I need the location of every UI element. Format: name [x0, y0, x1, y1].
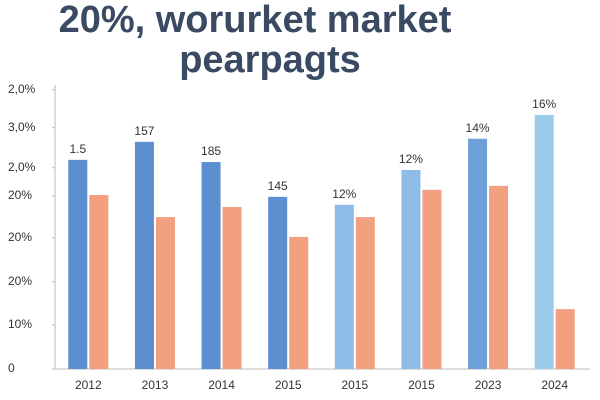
y-tick-label: 2,0% — [8, 160, 36, 174]
x-tick-label: 2023 — [475, 378, 502, 392]
bar — [489, 185, 509, 369]
y-tick-label: 10% — [8, 317, 32, 331]
y-tick-label: 2,0% — [8, 82, 36, 96]
bar-label: 1.5 — [69, 142, 86, 156]
bar — [134, 141, 154, 369]
bar — [401, 169, 421, 369]
bar — [422, 189, 442, 369]
bar-label: 12% — [332, 187, 356, 201]
bar — [534, 114, 554, 369]
bar-label: 12% — [399, 152, 423, 166]
x-tick-label: 2015 — [341, 378, 368, 392]
bar — [555, 309, 575, 369]
x-tick-label: 2014 — [208, 378, 235, 392]
x-tick-label: 2012 — [75, 378, 102, 392]
x-tick-label: 2015 — [408, 378, 435, 392]
bar — [201, 162, 221, 369]
bar — [334, 204, 354, 369]
bar — [355, 217, 375, 369]
bar-label: 157 — [134, 124, 154, 138]
chart-title: pearpagts — [179, 39, 361, 81]
bar — [468, 138, 488, 369]
x-tick-label: 2013 — [142, 378, 169, 392]
bar-label: 145 — [268, 179, 288, 193]
y-tick-label: 20% — [8, 188, 32, 202]
y-tick-label: 20% — [8, 274, 32, 288]
y-tick-label: 0 — [8, 361, 15, 375]
x-tick-label: 2024 — [541, 378, 568, 392]
bar-label: 185 — [201, 144, 221, 158]
y-tick-label: 20% — [8, 230, 32, 244]
bar-label: 16% — [532, 97, 556, 111]
bar-label: 14% — [466, 121, 490, 135]
bar — [289, 236, 309, 369]
bar — [68, 159, 88, 369]
y-tick-label: 3,0% — [8, 120, 36, 134]
x-tick-label: 2015 — [275, 378, 302, 392]
bar — [89, 195, 109, 369]
bar — [155, 217, 175, 369]
bar — [268, 196, 288, 369]
chart-title: 20%, worurket market — [59, 0, 452, 41]
bar — [222, 206, 242, 369]
